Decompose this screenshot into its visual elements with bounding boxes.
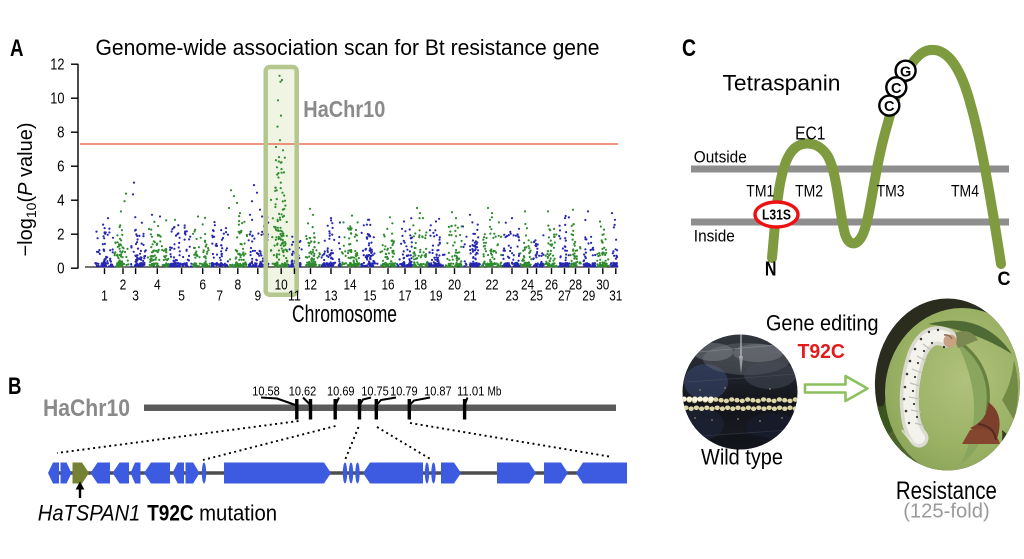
svg-text:TM4: TM4: [951, 182, 979, 201]
svg-text:Wild type: Wild type: [701, 445, 783, 470]
svg-text:16: 16: [381, 277, 394, 293]
svg-text:L31S: L31S: [762, 208, 791, 224]
svg-text:Resistance: Resistance: [896, 477, 997, 505]
svg-text:6: 6: [199, 277, 206, 293]
svg-text:8: 8: [234, 277, 241, 293]
svg-text:22: 22: [485, 277, 498, 293]
svg-text:10.69: 10.69: [327, 384, 355, 399]
svg-text:31: 31: [609, 288, 622, 304]
svg-text:21: 21: [463, 288, 476, 304]
svg-text:B: B: [8, 373, 22, 400]
svg-text:13: 13: [324, 288, 337, 304]
svg-text:5: 5: [178, 288, 185, 304]
svg-text:11: 11: [288, 288, 301, 304]
svg-text:0: 0: [57, 261, 64, 278]
svg-text:12: 12: [50, 57, 64, 74]
svg-text:C: C: [884, 99, 895, 115]
svg-text:9: 9: [254, 288, 261, 304]
svg-text:12: 12: [304, 277, 317, 293]
svg-text:23: 23: [505, 288, 518, 304]
svg-text:HaTSPAN1: HaTSPAN1: [38, 501, 141, 526]
svg-text:10: 10: [275, 277, 288, 293]
svg-text:4: 4: [154, 277, 161, 293]
svg-text:10.58: 10.58: [252, 384, 280, 399]
svg-text:4: 4: [57, 193, 64, 210]
svg-text:Outside: Outside: [694, 148, 747, 167]
svg-text:C: C: [682, 35, 696, 62]
svg-text:15: 15: [363, 288, 376, 304]
svg-text:25: 25: [530, 288, 543, 304]
svg-text:Genome-wide association scan f: Genome-wide association scan for Bt resi…: [96, 35, 600, 60]
svg-text:Mb: Mb: [488, 384, 502, 399]
svg-text:18: 18: [414, 277, 427, 293]
svg-text:27: 27: [558, 288, 571, 304]
svg-text:26: 26: [545, 277, 558, 293]
svg-text:2: 2: [57, 227, 64, 244]
svg-text:17: 17: [398, 288, 411, 304]
svg-text:HaChr10: HaChr10: [43, 395, 130, 422]
svg-text:TM2: TM2: [795, 182, 823, 201]
svg-text:10: 10: [50, 91, 64, 108]
svg-text:TM3: TM3: [877, 182, 905, 201]
svg-text:7: 7: [216, 288, 223, 304]
svg-text:Inside: Inside: [694, 227, 735, 246]
svg-text:2: 2: [120, 277, 127, 293]
svg-text:HaChr10: HaChr10: [303, 96, 385, 122]
svg-text:3: 3: [132, 288, 139, 304]
svg-text:10.79: 10.79: [390, 384, 418, 399]
svg-text:30: 30: [596, 277, 609, 293]
svg-text:24: 24: [521, 277, 534, 293]
svg-text:A: A: [10, 35, 24, 62]
svg-text:TM1: TM1: [746, 182, 774, 201]
svg-text:C: C: [998, 268, 1011, 290]
svg-text:mutation: mutation: [199, 501, 277, 526]
svg-text:EC1: EC1: [795, 124, 825, 145]
svg-text:19: 19: [429, 288, 442, 304]
svg-text:T92C: T92C: [798, 341, 845, 363]
svg-text:N: N: [765, 259, 777, 281]
svg-text:10.62: 10.62: [289, 384, 317, 399]
svg-text:20: 20: [448, 277, 461, 293]
svg-text:10.87: 10.87: [424, 384, 452, 399]
svg-text:6: 6: [57, 159, 64, 176]
svg-text:29: 29: [582, 288, 595, 304]
svg-text:−log10(P value): −log10(P value): [15, 123, 39, 257]
svg-text:11.01: 11.01: [457, 384, 485, 399]
svg-text:Gene editing: Gene editing: [766, 311, 879, 336]
svg-text:10.75: 10.75: [361, 384, 389, 399]
svg-text:Chromosome: Chromosome: [292, 301, 397, 328]
svg-text:14: 14: [343, 277, 356, 293]
svg-text:C: C: [891, 81, 902, 97]
svg-text:G: G: [900, 64, 911, 80]
svg-text:8: 8: [57, 125, 64, 142]
svg-text:Tetraspanin: Tetraspanin: [723, 71, 841, 96]
svg-text:(125-fold): (125-fold): [903, 500, 990, 523]
svg-text:T92C: T92C: [147, 501, 194, 526]
svg-text:28: 28: [569, 277, 582, 293]
svg-text:1: 1: [101, 288, 108, 304]
